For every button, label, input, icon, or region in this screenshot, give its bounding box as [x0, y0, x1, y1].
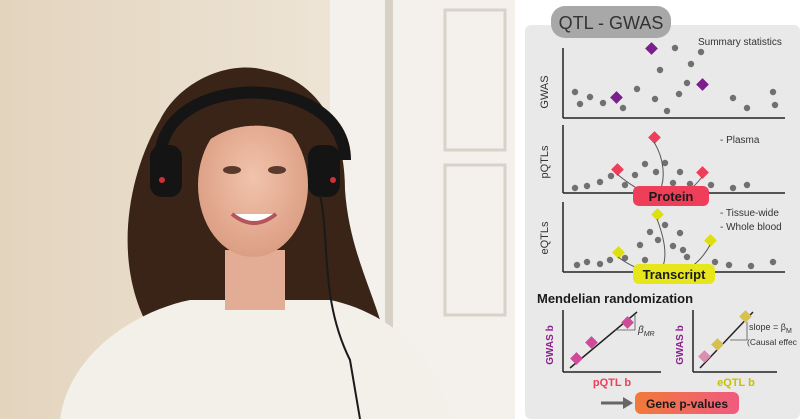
headphone-right-cup [308, 145, 340, 197]
tissue-wide-label: - Tissue-wide [720, 208, 779, 219]
speaker-video-frame [0, 0, 515, 419]
right-eye [268, 166, 286, 174]
slide-panel [525, 25, 800, 419]
slide-title: QTL - GWAS [559, 13, 664, 33]
transcript-label: Transcript [643, 267, 707, 282]
gwas-dots [571, 44, 779, 115]
gene-pvalues-pill [635, 392, 739, 414]
headphone-left-light [159, 177, 165, 183]
gwas-axis-label: GWAS [539, 75, 551, 108]
plasma-label: - Plasma [720, 135, 760, 146]
headphone-cable [319, 194, 361, 419]
mr-heading: Mendelian randomization [537, 291, 693, 306]
door-frame [385, 0, 393, 419]
gene-pvalues-label: Gene p-values [646, 397, 728, 411]
door-panel-bottom [443, 163, 507, 317]
beta-mr-label: βMR [637, 325, 655, 338]
sweater [60, 300, 450, 419]
summary-statistics-label: Summary statistics [698, 37, 782, 48]
protein-label: Protein [649, 189, 694, 204]
eqtl-b-label: eQTL b [717, 377, 755, 389]
gwas-b-left-label: GWAS b [545, 325, 556, 364]
door-panel-top [443, 8, 507, 152]
headphone-left-cup [150, 145, 182, 197]
smile [230, 212, 278, 225]
webcam-video [0, 0, 515, 419]
pqtl-b-label: pQTL b [593, 377, 632, 389]
hair-fringe [198, 110, 310, 150]
gene-pvalues-callout: Gene p-values [601, 392, 739, 414]
face [198, 113, 308, 257]
gwas-panel: GWAS Summary statistics [539, 37, 785, 119]
title-pill [551, 6, 671, 38]
presentation-slide: QTL - GWAS GWAS Summary statistics pQTLs… [515, 0, 800, 419]
protein-pill [633, 186, 709, 206]
slope-label: slope = βM [749, 322, 792, 335]
arrow-right-icon [623, 397, 633, 409]
headphone-right-light [330, 177, 336, 183]
headphone-band [154, 86, 351, 161]
slide-canvas: QTL - GWAS GWAS Summary statistics pQTLs… [525, 6, 800, 419]
whole-blood-label: - Whole blood [720, 222, 782, 233]
pqtl-dots [571, 159, 751, 192]
gwas-b-right-label: GWAS b [675, 325, 686, 364]
eqtl-axis-label: eQTLs [539, 221, 551, 255]
transcript-pill [633, 264, 715, 284]
causal-effect-label: (Causal effec [747, 337, 798, 347]
eqtl-dots [573, 221, 777, 270]
pqtl-axis-label: pQTLs [539, 145, 551, 179]
neck [225, 250, 285, 310]
left-eye [223, 166, 241, 174]
